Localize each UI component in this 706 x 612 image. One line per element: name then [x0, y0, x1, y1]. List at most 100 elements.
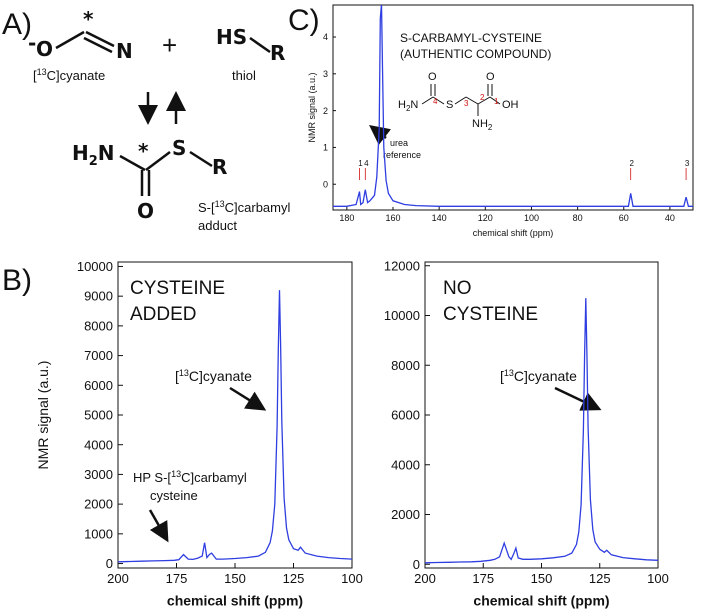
- text: [: [175, 368, 179, 384]
- text: 2: [89, 154, 98, 169]
- x-tick-label: 60: [619, 213, 629, 223]
- y-tick-label: 12000: [384, 258, 420, 273]
- panel-label: C): [288, 4, 320, 37]
- atom: O: [137, 199, 154, 223]
- y-tick-label: 4000: [391, 457, 420, 472]
- plus: +: [162, 30, 177, 60]
- x-tick-label: 160: [385, 213, 400, 223]
- atom: *: [138, 139, 149, 163]
- spectrum-line: [425, 298, 658, 564]
- peak-label: 4: [364, 159, 369, 168]
- y-tick-label: 3000: [84, 467, 113, 482]
- atom: OH: [502, 99, 519, 111]
- y-tick-label: 3: [323, 69, 328, 79]
- text: [: [33, 68, 37, 83]
- y-tick-label: 8000: [391, 358, 420, 373]
- text: N: [98, 141, 115, 165]
- x-tick-label: 180: [339, 213, 354, 223]
- y-tick-label: 1: [323, 143, 328, 153]
- annotation: cysteine: [150, 488, 198, 503]
- y-tick-label: 5000: [84, 408, 113, 423]
- y-tick-label: 0: [323, 179, 328, 189]
- panel-label: A): [2, 8, 32, 41]
- atom-number: 3: [464, 99, 469, 108]
- annotation: NO: [443, 278, 472, 299]
- text: C]carbamyl: [181, 470, 247, 485]
- x-axis-label: chemical shift (ppm): [473, 593, 609, 609]
- text: NH: [472, 118, 488, 130]
- text: 2: [406, 104, 411, 113]
- atom-number: 2: [480, 93, 485, 102]
- y-tick-label: 2000: [84, 497, 113, 512]
- atom-number: 1: [494, 97, 499, 106]
- y-tick-label: 8000: [84, 318, 113, 333]
- spectrum-line: [333, 5, 693, 207]
- atom: S: [172, 136, 186, 160]
- text: C]carbamyl: [225, 200, 291, 215]
- y-tick-label: 1000: [84, 526, 113, 541]
- x-tick-label: 150: [224, 571, 246, 586]
- annotation: ADDED: [130, 304, 197, 325]
- x-tick-label: 175: [166, 571, 188, 586]
- text: [: [500, 368, 504, 384]
- atom: HS: [216, 25, 247, 49]
- x-tick-label: 125: [589, 571, 611, 586]
- annotation: S-CARBAMYL-CYSTEINE: [400, 31, 542, 45]
- annotation: [13C]cyanate: [500, 368, 577, 384]
- y-tick-label: 4000: [84, 437, 113, 452]
- annotation: [13C]cyanate: [175, 368, 252, 384]
- text: H: [72, 141, 89, 165]
- plot-frame: [332, 4, 694, 211]
- annotation: HP S-[13C]carbamyl: [133, 469, 247, 485]
- x-axis-label: chemical shift (ppm): [473, 228, 554, 238]
- atom: S: [446, 99, 453, 111]
- x-tick-label: 175: [472, 571, 494, 586]
- text: 13: [179, 368, 189, 378]
- x-tick-label: 100: [647, 571, 669, 586]
- y-tick-label: 2: [323, 106, 328, 116]
- x-tick-label: 140: [432, 213, 447, 223]
- y-tick-label: 6000: [84, 378, 113, 393]
- text: 13: [171, 469, 181, 479]
- y-axis-label: NMR signal (a.u.): [35, 361, 51, 470]
- y-tick-label: 0: [413, 557, 420, 572]
- x-tick-label: 200: [107, 571, 129, 586]
- spectrum-line: [118, 290, 352, 563]
- y-tick-label: 9000: [84, 289, 113, 304]
- y-tick-label: 6000: [391, 408, 420, 423]
- label: adduct: [198, 218, 237, 233]
- y-tick-label: 0: [106, 556, 113, 571]
- annotation: urea: [390, 138, 408, 148]
- text: C]cyanate: [514, 368, 577, 384]
- peak-label: 3: [685, 159, 690, 168]
- atom: R: [270, 41, 285, 65]
- y-tick-label: 4: [323, 32, 328, 42]
- x-tick-label: 100: [524, 213, 539, 223]
- x-tick-label: 120: [478, 213, 493, 223]
- text: H: [398, 99, 406, 111]
- peak-label: 2: [629, 159, 634, 168]
- y-tick-label: 7000: [84, 348, 113, 363]
- x-tick-label: 40: [665, 213, 675, 223]
- x-axis-label: chemical shift (ppm): [167, 593, 303, 609]
- text: 13: [215, 199, 225, 209]
- x-tick-label: 100: [341, 571, 363, 586]
- text: C]cyanate: [189, 368, 252, 384]
- atom: N: [116, 39, 133, 63]
- y-tick-label: 10000: [384, 308, 420, 323]
- y-tick-label: 2000: [391, 507, 420, 522]
- text: 13: [504, 368, 514, 378]
- x-tick-label: 125: [283, 571, 305, 586]
- x-tick-label: 80: [573, 213, 583, 223]
- atom: H2N: [398, 99, 418, 113]
- annotation: CYSTEINE: [130, 278, 225, 299]
- text: N: [410, 99, 418, 111]
- y-tick-label: 10000: [77, 259, 113, 274]
- text: 2: [488, 123, 493, 132]
- annotation: reference: [383, 150, 421, 160]
- text: S-[: [198, 200, 215, 215]
- atom: O: [486, 71, 495, 83]
- atom: *: [83, 7, 94, 31]
- molecule: O H2N S NH2 O OH 4 3 2 1: [398, 71, 519, 132]
